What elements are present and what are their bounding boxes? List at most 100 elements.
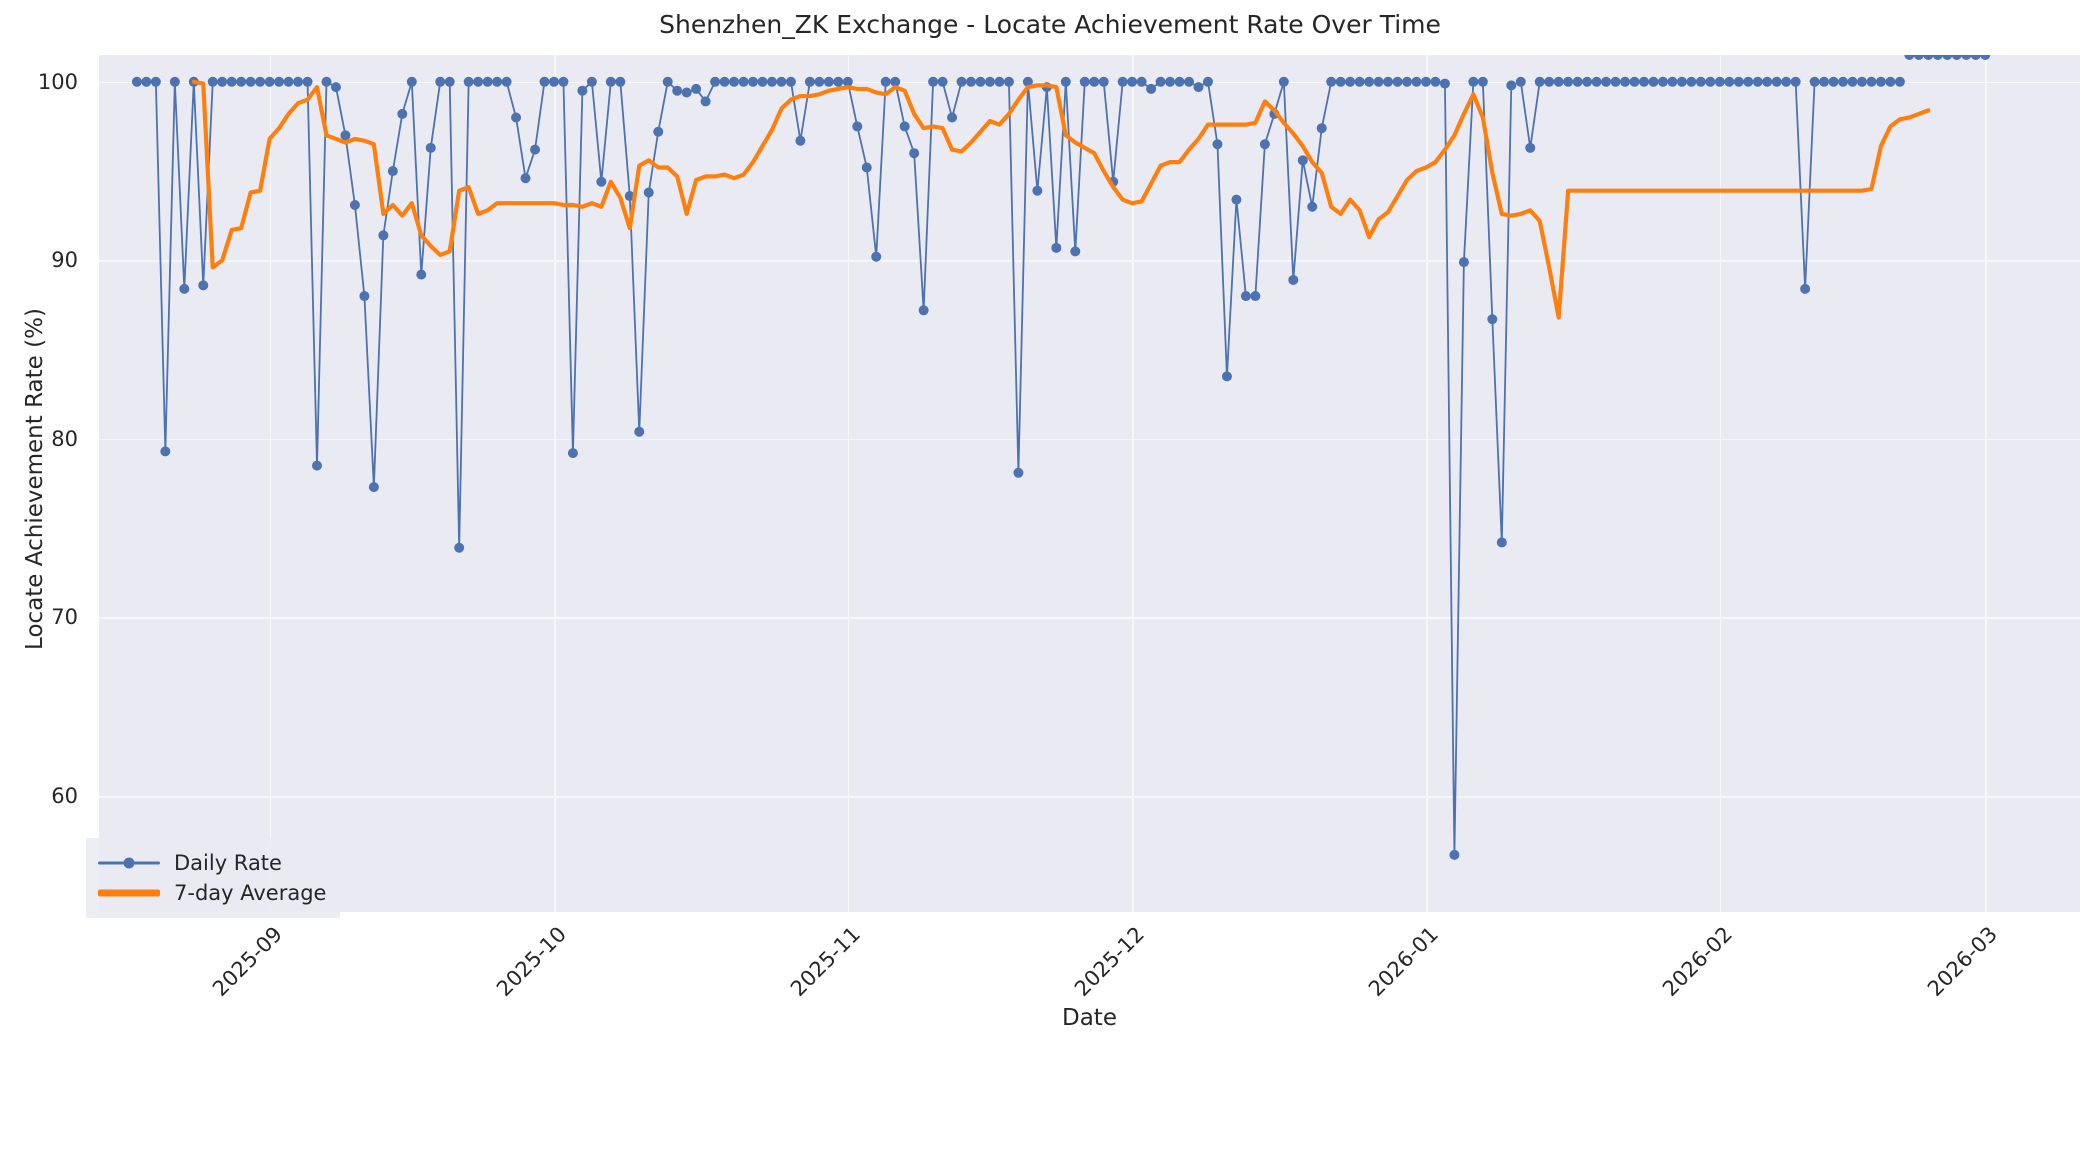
data-point-marker [1743,76,1754,87]
data-point-marker [1259,139,1270,150]
data-point-marker [615,76,626,87]
data-point-marker [150,76,161,87]
legend-item[interactable]: 7-day Average [98,878,326,908]
data-point-marker [1932,55,1943,60]
data-point-marker [1022,76,1033,87]
data-point-marker [1307,201,1318,212]
legend-item[interactable]: Daily Rate [98,848,326,878]
legend-marker-icon [123,857,135,869]
data-point-marker [274,76,285,87]
data-point-marker [217,76,228,87]
data-point-marker [1373,76,1384,87]
gridline-horizontal [99,795,2080,798]
legend-label: 7-day Average [174,881,327,905]
data-point-marker [1297,155,1308,166]
data-point-marker [1961,55,1972,60]
gridline-vertical [553,55,556,912]
data-point-marker [1942,55,1953,60]
series-7-day-average [191,79,1931,320]
data-point-marker [1420,76,1431,87]
data-point-marker [577,85,588,96]
data-point-marker [406,76,417,87]
data-point-marker [482,76,493,87]
data-point-marker [1657,76,1668,87]
series-line [191,79,1931,320]
data-point-marker [1316,123,1327,134]
data-point-marker [1525,142,1536,153]
data-point-marker [1610,76,1621,87]
data-point-marker [1838,76,1849,87]
data-point-marker [947,112,958,123]
data-point-marker [1184,76,1195,87]
y-axis-ticks: 100 90 80 70 60 [0,55,90,912]
data-point-marker [1885,76,1896,87]
data-point-marker [1449,849,1460,860]
data-point-marker [1752,76,1763,87]
data-point-marker [473,76,484,87]
data-point-marker [198,280,209,291]
data-point-marker [1875,76,1886,87]
data-point-marker [1506,80,1517,91]
data-point-marker [1638,76,1649,87]
data-point-marker [719,76,730,87]
data-point-marker [842,76,853,87]
data-point-marker [1146,83,1157,94]
data-point-marker [302,76,313,87]
data-point-marker [1468,76,1479,87]
data-point-marker [340,130,351,141]
data-point-marker [1060,76,1071,87]
data-point-marker [975,76,986,87]
data-point-marker [1411,76,1422,87]
data-point-marker [530,144,541,155]
data-point-marker [1733,76,1744,87]
data-point-marker [1819,76,1830,87]
data-point-marker [1676,76,1687,87]
data-point-marker [1894,76,1905,87]
data-point-marker [1098,76,1109,87]
data-point-marker [861,162,872,173]
data-point-marker [890,76,901,87]
data-point-marker [1193,82,1204,93]
data-point-marker [548,76,559,87]
data-point-marker [1013,467,1024,478]
data-point-marker [1771,76,1782,87]
data-point-marker [729,76,740,87]
data-point-marker [1620,76,1631,87]
data-point-marker [1629,76,1640,87]
data-point-marker [634,426,645,437]
data-point-marker [918,305,929,316]
data-point-marker [1970,55,1981,60]
x-tick-label: 2025-10 [491,922,571,1002]
data-point-marker [454,542,465,553]
data-point-marker [1714,76,1725,87]
data-point-marker [814,76,825,87]
data-point-marker [1278,76,1289,87]
data-point-marker [1980,55,1991,60]
data-point-marker [387,166,398,177]
data-point-marker [852,121,863,132]
data-point-marker [1648,76,1659,87]
data-point-marker [871,251,882,262]
data-point-marker [492,76,503,87]
data-point-marker [757,76,768,87]
data-point-marker [1345,76,1356,87]
data-point-marker [1288,274,1299,285]
data-point-marker [1601,76,1612,87]
data-point-marker [1079,76,1090,87]
gridline-horizontal [99,438,2080,441]
data-point-marker [1392,76,1403,87]
series-layer [131,55,1991,860]
data-point-marker [880,76,891,87]
data-point-marker [179,283,190,294]
data-point-marker [653,126,664,137]
data-point-marker [397,108,408,119]
data-point-marker [1032,185,1043,196]
data-point-marker [567,448,578,459]
gridline-vertical [1132,55,1134,912]
x-tick-label: 2026-01 [1363,922,1443,1002]
data-point-marker [1477,76,1488,87]
data-point-marker [1354,76,1365,87]
data-point-marker [463,76,474,87]
data-point-marker [226,76,237,87]
data-point-marker [700,96,711,107]
